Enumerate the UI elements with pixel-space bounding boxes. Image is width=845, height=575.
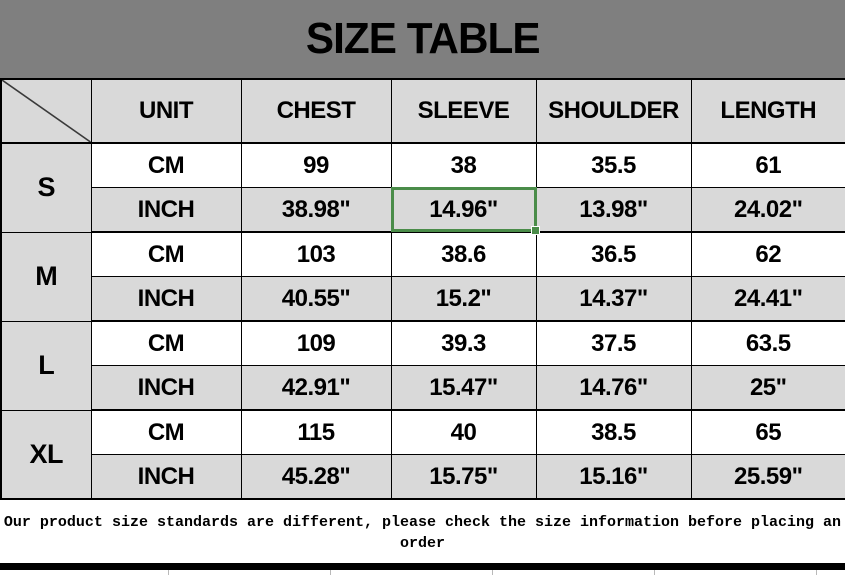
selection-handle [530, 226, 540, 235]
value-cell: 14.76" [535, 365, 692, 411]
value-cell: 15.16" [535, 454, 692, 500]
value-cell: 40.55" [240, 276, 392, 322]
column-header-chest: CHEST [240, 78, 392, 144]
footer-note-line2: order [399, 535, 445, 552]
footer-note: Our product size standards are different… [0, 500, 845, 566]
value-cell: 109 [240, 320, 392, 366]
selected-cell-s-inch-sleeve: 14.96" [390, 187, 540, 235]
value-cell: 25" [690, 365, 845, 411]
value-cell: 24.02" [690, 187, 845, 233]
value-cell: 13.98" [535, 187, 692, 233]
row-s-cm: S CM 99 38 35.5 61 [0, 142, 845, 233]
value-cell: 14.37" [535, 276, 692, 322]
row-xl-inch: INCH 45.28" 15.75" 15.16" 25.59" [1, 454, 845, 500]
value-cell: 99 [240, 142, 392, 188]
value-cell: 15.47" [390, 365, 537, 411]
row-l-inch: INCH 42.91" 15.47" 14.76" 25" [1, 365, 845, 411]
header-row: UNIT CHEST SLEEVE SHOULDER LENGTH [0, 78, 845, 144]
column-header-unit: UNIT [90, 78, 242, 144]
value-cell: 36.5 [535, 231, 692, 277]
value-cell: 15.2" [390, 276, 537, 322]
value-cell: 115 [240, 409, 392, 455]
size-label-l: L [0, 320, 92, 411]
value-cell: 42.91" [240, 365, 392, 411]
row-m-cm: M CM 103 38.6 36.5 62 [0, 231, 845, 322]
value-cell: 39.3 [390, 320, 537, 366]
value-cell: 38.98" [240, 187, 392, 233]
value-cell: 38 [390, 142, 537, 188]
unit-cell: CM [90, 409, 242, 455]
value-cell: 65 [690, 409, 845, 455]
value-cell: 63.5 [690, 320, 845, 366]
value-cell: 40 [390, 409, 537, 455]
size-label-xl: XL [0, 409, 92, 500]
unit-cell: INCH [90, 187, 242, 233]
unit-cell: INCH [90, 365, 242, 411]
size-table: UNIT CHEST SLEEVE SHOULDER LENGTH S CM 9… [0, 78, 845, 500]
value-cell: 38.6 [390, 231, 537, 277]
row-l-cm: L CM 109 39.3 37.5 63.5 [0, 320, 845, 411]
value-cell: 61 [690, 142, 845, 188]
row-s-inch: INCH 38.98" 14.96" 13.98" 24.02" [1, 187, 845, 235]
value-cell: 45.28" [240, 454, 392, 500]
unit-cell: INCH [90, 454, 242, 500]
size-label-s: S [0, 142, 92, 233]
column-header-length: LENGTH [690, 78, 845, 144]
page-title: SIZE TABLE [305, 14, 541, 63]
column-header-shoulder: SHOULDER [535, 78, 692, 144]
black-divider-bar [0, 563, 845, 570]
value-cell: 24.41" [690, 276, 845, 322]
unit-cell: CM [90, 231, 242, 277]
size-label-m: M [0, 231, 92, 322]
value-cell: 38.5 [535, 409, 692, 455]
next-table-column-stubs [0, 570, 845, 575]
unit-cell: INCH [90, 276, 242, 322]
next-table-top-border [0, 563, 845, 575]
value-cell: 25.59" [690, 454, 845, 500]
footer-note-line1: Our product size standards are different… [3, 514, 842, 531]
title-bar: SIZE TABLE [0, 0, 845, 78]
row-m-inch: INCH 40.55" 15.2" 14.37" 24.41" [1, 276, 845, 322]
value-cell: 37.5 [535, 320, 692, 366]
diagonal-line-icon [2, 80, 91, 142]
selected-cell-value: 14.96" [429, 195, 498, 223]
column-header-sleeve: SLEEVE [390, 78, 537, 144]
unit-cell: CM [90, 142, 242, 188]
value-cell: 15.75" [390, 454, 537, 500]
unit-cell: CM [90, 320, 242, 366]
value-cell: 62 [690, 231, 845, 277]
diagonal-header-cell [0, 78, 92, 144]
value-cell: 35.5 [535, 142, 692, 188]
row-xl-cm: XL CM 115 40 38.5 65 [0, 409, 845, 500]
value-cell: 103 [240, 231, 392, 277]
